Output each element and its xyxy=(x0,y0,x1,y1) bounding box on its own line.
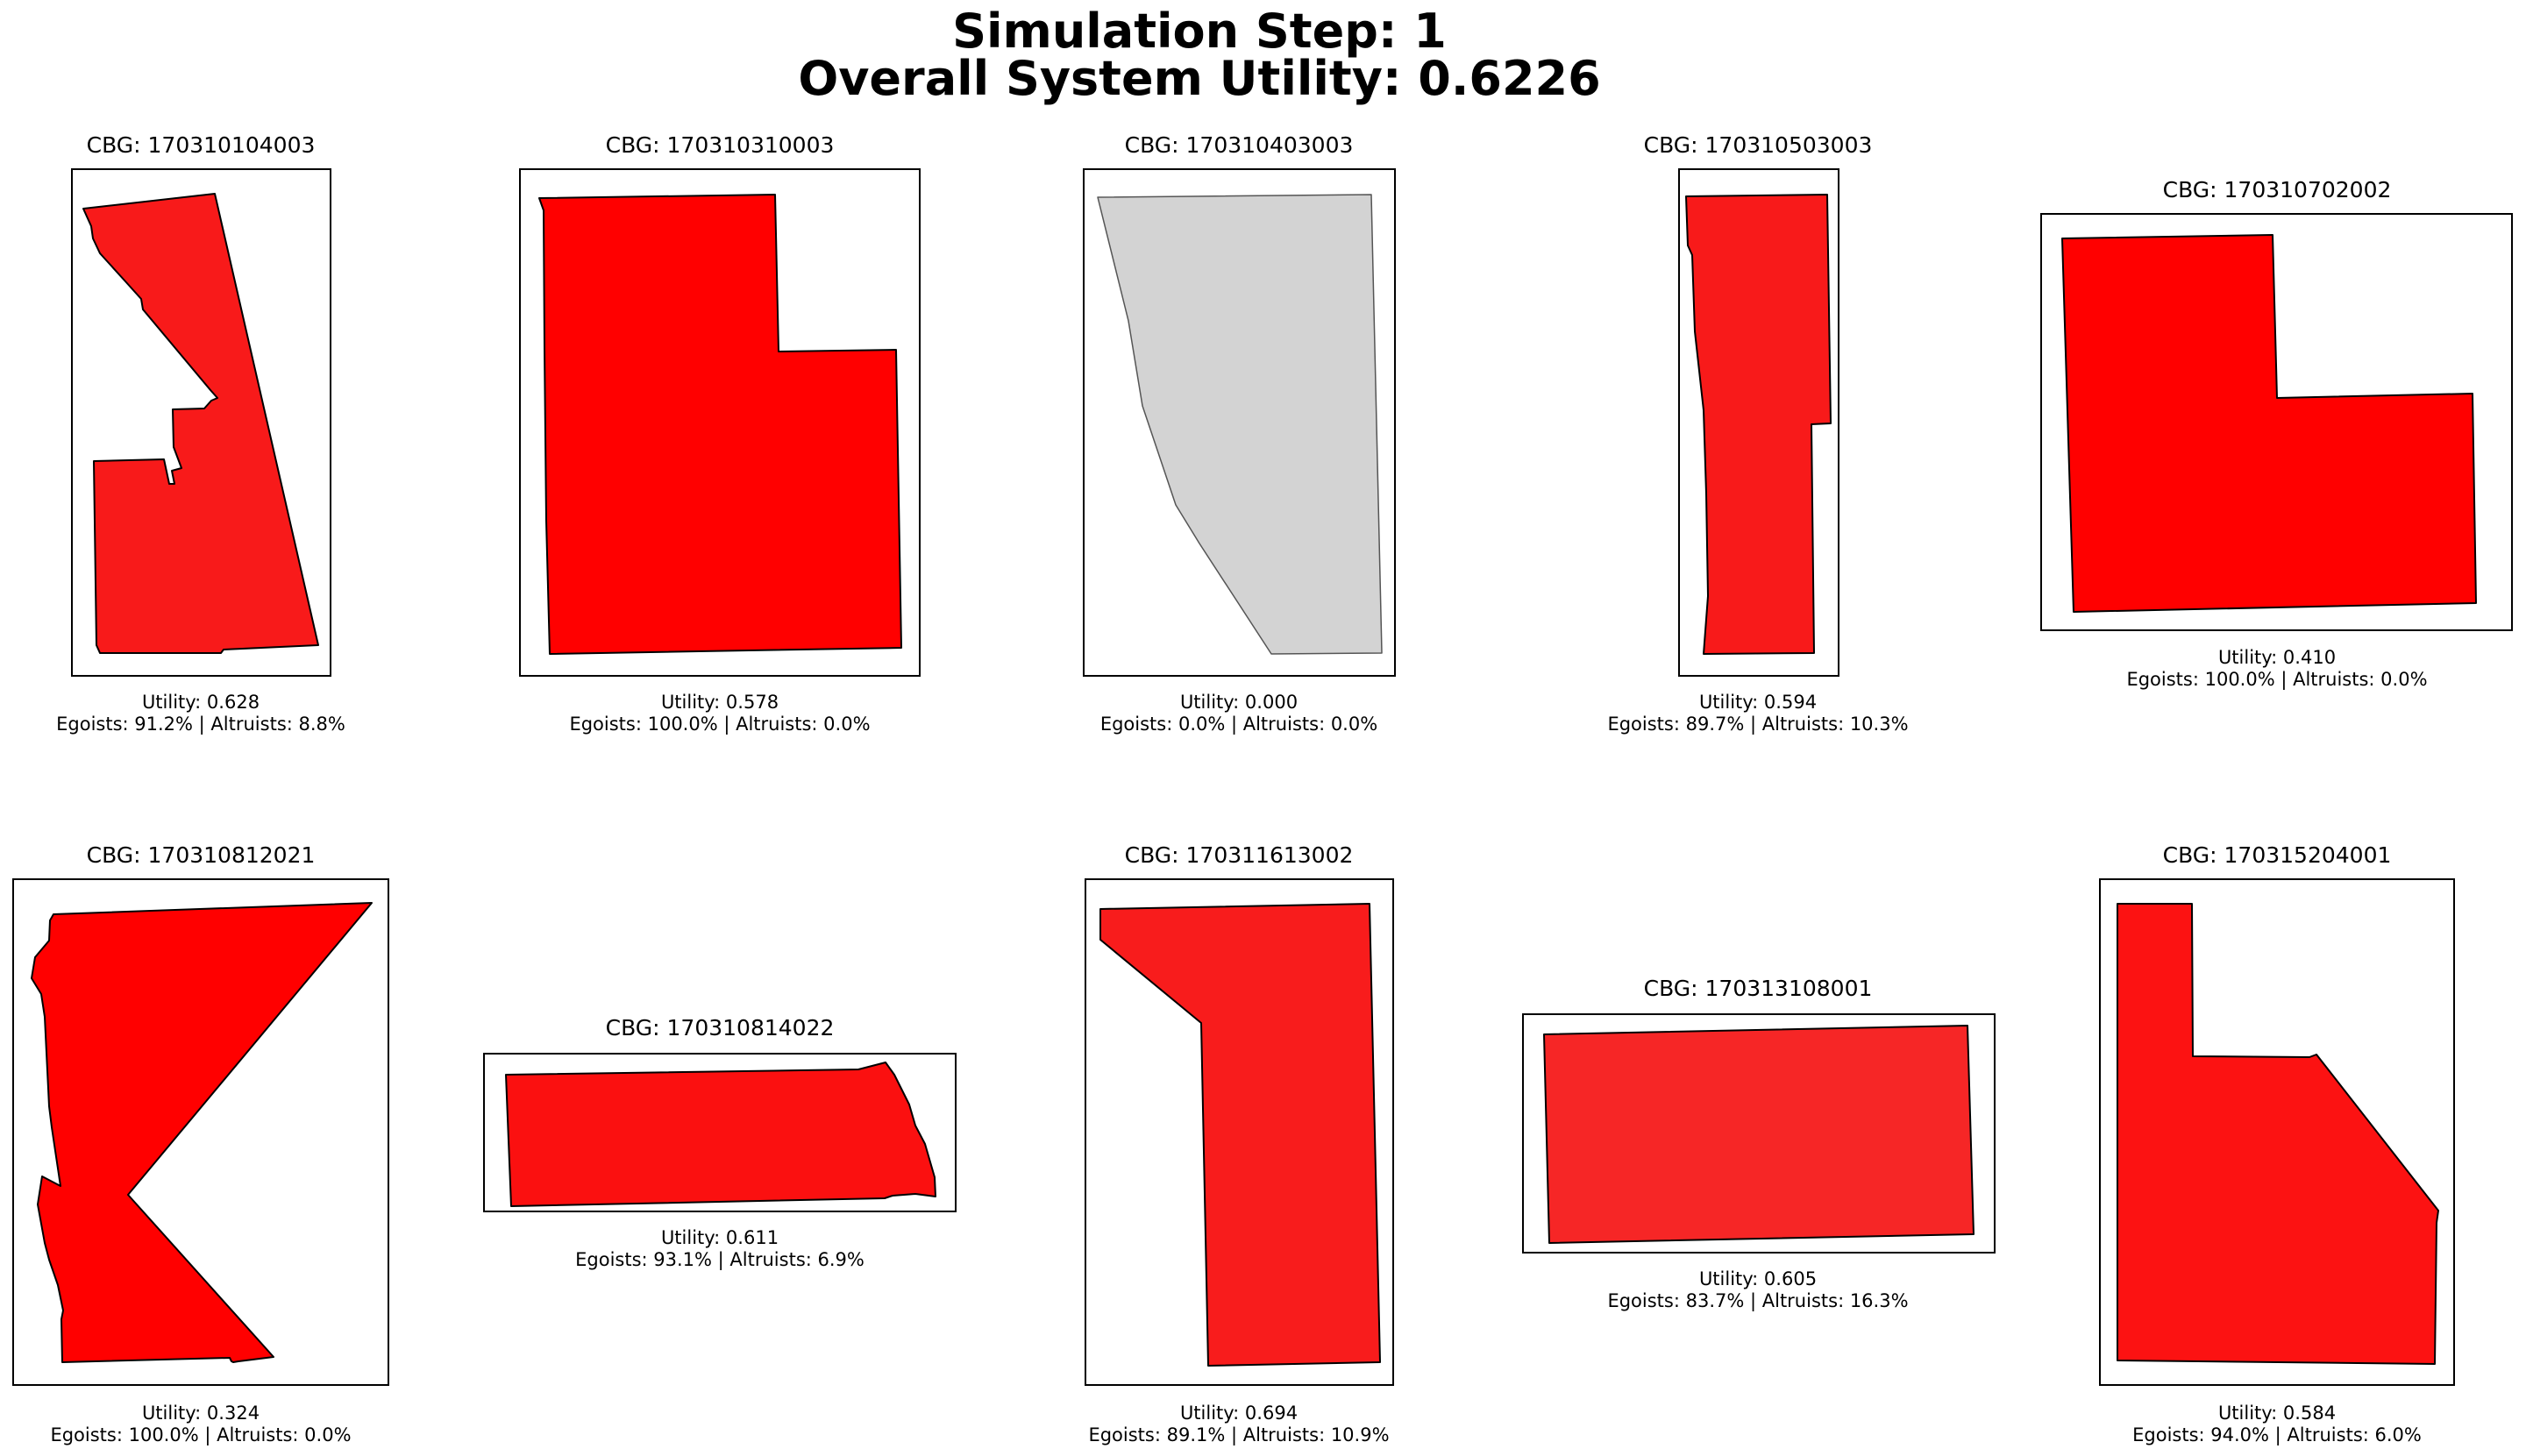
panel-utility: Utility: 0.578 xyxy=(661,692,779,713)
panel-utility: Utility: 0.611 xyxy=(661,1227,779,1248)
panel-frame xyxy=(2040,213,2513,631)
panel-title: CBG: 170310403003 xyxy=(1125,132,1354,158)
cbg-polygon xyxy=(1685,194,1832,655)
panel-utility: Utility: 0.324 xyxy=(142,1403,260,1424)
cbg-polygon xyxy=(1543,1025,1975,1244)
panel-composition: Egoists: 91.2% | Altruists: 8.8% xyxy=(56,714,345,735)
panel-composition: Egoists: 100.0% | Altruists: 0.0% xyxy=(569,714,870,735)
panel-frame xyxy=(1522,1013,1996,1254)
panel-utility: Utility: 0.584 xyxy=(2218,1403,2336,1424)
cbg-panel-170310812021: CBG: 170310812021 Utility: 0.324 Egoists… xyxy=(12,842,389,1446)
panel-title: CBG: 170311613002 xyxy=(1125,842,1354,868)
panel-composition: Egoists: 89.7% | Altruists: 10.3% xyxy=(1607,714,1908,735)
panel-composition: Egoists: 94.0% | Altruists: 6.0% xyxy=(2132,1424,2422,1446)
panel-title: CBG: 170310812021 xyxy=(87,842,316,868)
panel-frame xyxy=(1085,878,1394,1386)
panel-composition: Egoists: 100.0% | Altruists: 0.0% xyxy=(2126,669,2427,691)
cbg-panel-170311613002: CBG: 170311613002 Utility: 0.694 Egoists… xyxy=(1085,842,1394,1446)
panel-utility: Utility: 0.628 xyxy=(142,692,260,713)
cbg-panel-170310403003: CBG: 170310403003 Utility: 0.000 Egoists… xyxy=(1083,132,1396,735)
panel-utility: Utility: 0.594 xyxy=(1699,692,1817,713)
figure-title-step: Simulation Step: 1 xyxy=(952,4,1447,59)
panel-title: CBG: 170310503003 xyxy=(1644,132,1873,158)
cbg-panel-170313108001: CBG: 170313108001 Utility: 0.605 Egoists… xyxy=(1522,976,1996,1312)
figure-title-utility: Overall System Utility: 0.6226 xyxy=(798,51,1600,106)
panel-frame xyxy=(2099,878,2455,1386)
panel-composition: Egoists: 83.7% | Altruists: 16.3% xyxy=(1607,1290,1908,1312)
panel-title: CBG: 170310814022 xyxy=(606,1015,835,1041)
panel-utility: Utility: 0.605 xyxy=(1699,1268,1817,1289)
panel-frame xyxy=(71,168,331,677)
cbg-polygon xyxy=(2117,903,2439,1365)
cbg-polygon xyxy=(1099,903,1381,1367)
panel-frame xyxy=(12,878,389,1386)
cbg-panel-170315204001: CBG: 170315204001 Utility: 0.584 Egoists… xyxy=(2099,842,2455,1446)
panel-title: CBG: 170313108001 xyxy=(1644,976,1873,1001)
panel-title: CBG: 170310104003 xyxy=(87,132,316,158)
cbg-polygon xyxy=(1097,194,1383,655)
cbg-polygon xyxy=(2061,234,2477,613)
panel-composition: Egoists: 93.1% | Altruists: 6.9% xyxy=(575,1249,865,1271)
panel-composition: Egoists: 100.0% | Altruists: 0.0% xyxy=(50,1424,351,1446)
panel-composition: Egoists: 89.1% | Altruists: 10.9% xyxy=(1088,1424,1389,1446)
panel-title: CBG: 170315204001 xyxy=(2163,842,2392,868)
panel-utility: Utility: 0.000 xyxy=(1180,692,1298,713)
panel-title: CBG: 170310310003 xyxy=(606,132,835,158)
cbg-polygon xyxy=(505,1062,936,1207)
panel-frame xyxy=(1678,168,1839,677)
cbg-panel-170310310003: CBG: 170310310003 Utility: 0.578 Egoists… xyxy=(519,132,921,735)
panel-composition: Egoists: 0.0% | Altruists: 0.0% xyxy=(1100,714,1377,735)
cbg-panel-170310104003: CBG: 170310104003 Utility: 0.628 Egoists… xyxy=(56,132,345,735)
panel-frame xyxy=(483,1053,957,1212)
cbg-polygon xyxy=(538,194,902,655)
panel-title: CBG: 170310702002 xyxy=(2163,177,2392,202)
panel-frame xyxy=(1083,168,1396,677)
panel-frame xyxy=(519,168,921,677)
cbg-panel-170310814022: CBG: 170310814022 Utility: 0.611 Egoists… xyxy=(483,1015,957,1271)
panel-utility: Utility: 0.410 xyxy=(2218,647,2336,668)
cbg-polygon xyxy=(82,193,319,654)
cbg-polygon xyxy=(31,902,373,1363)
cbg-panel-170310702002: CBG: 170310702002 Utility: 0.410 Egoists… xyxy=(2040,177,2513,691)
cbg-panel-170310503003: CBG: 170310503003 Utility: 0.594 Egoists… xyxy=(1607,132,1908,735)
panel-utility: Utility: 0.694 xyxy=(1180,1403,1298,1424)
